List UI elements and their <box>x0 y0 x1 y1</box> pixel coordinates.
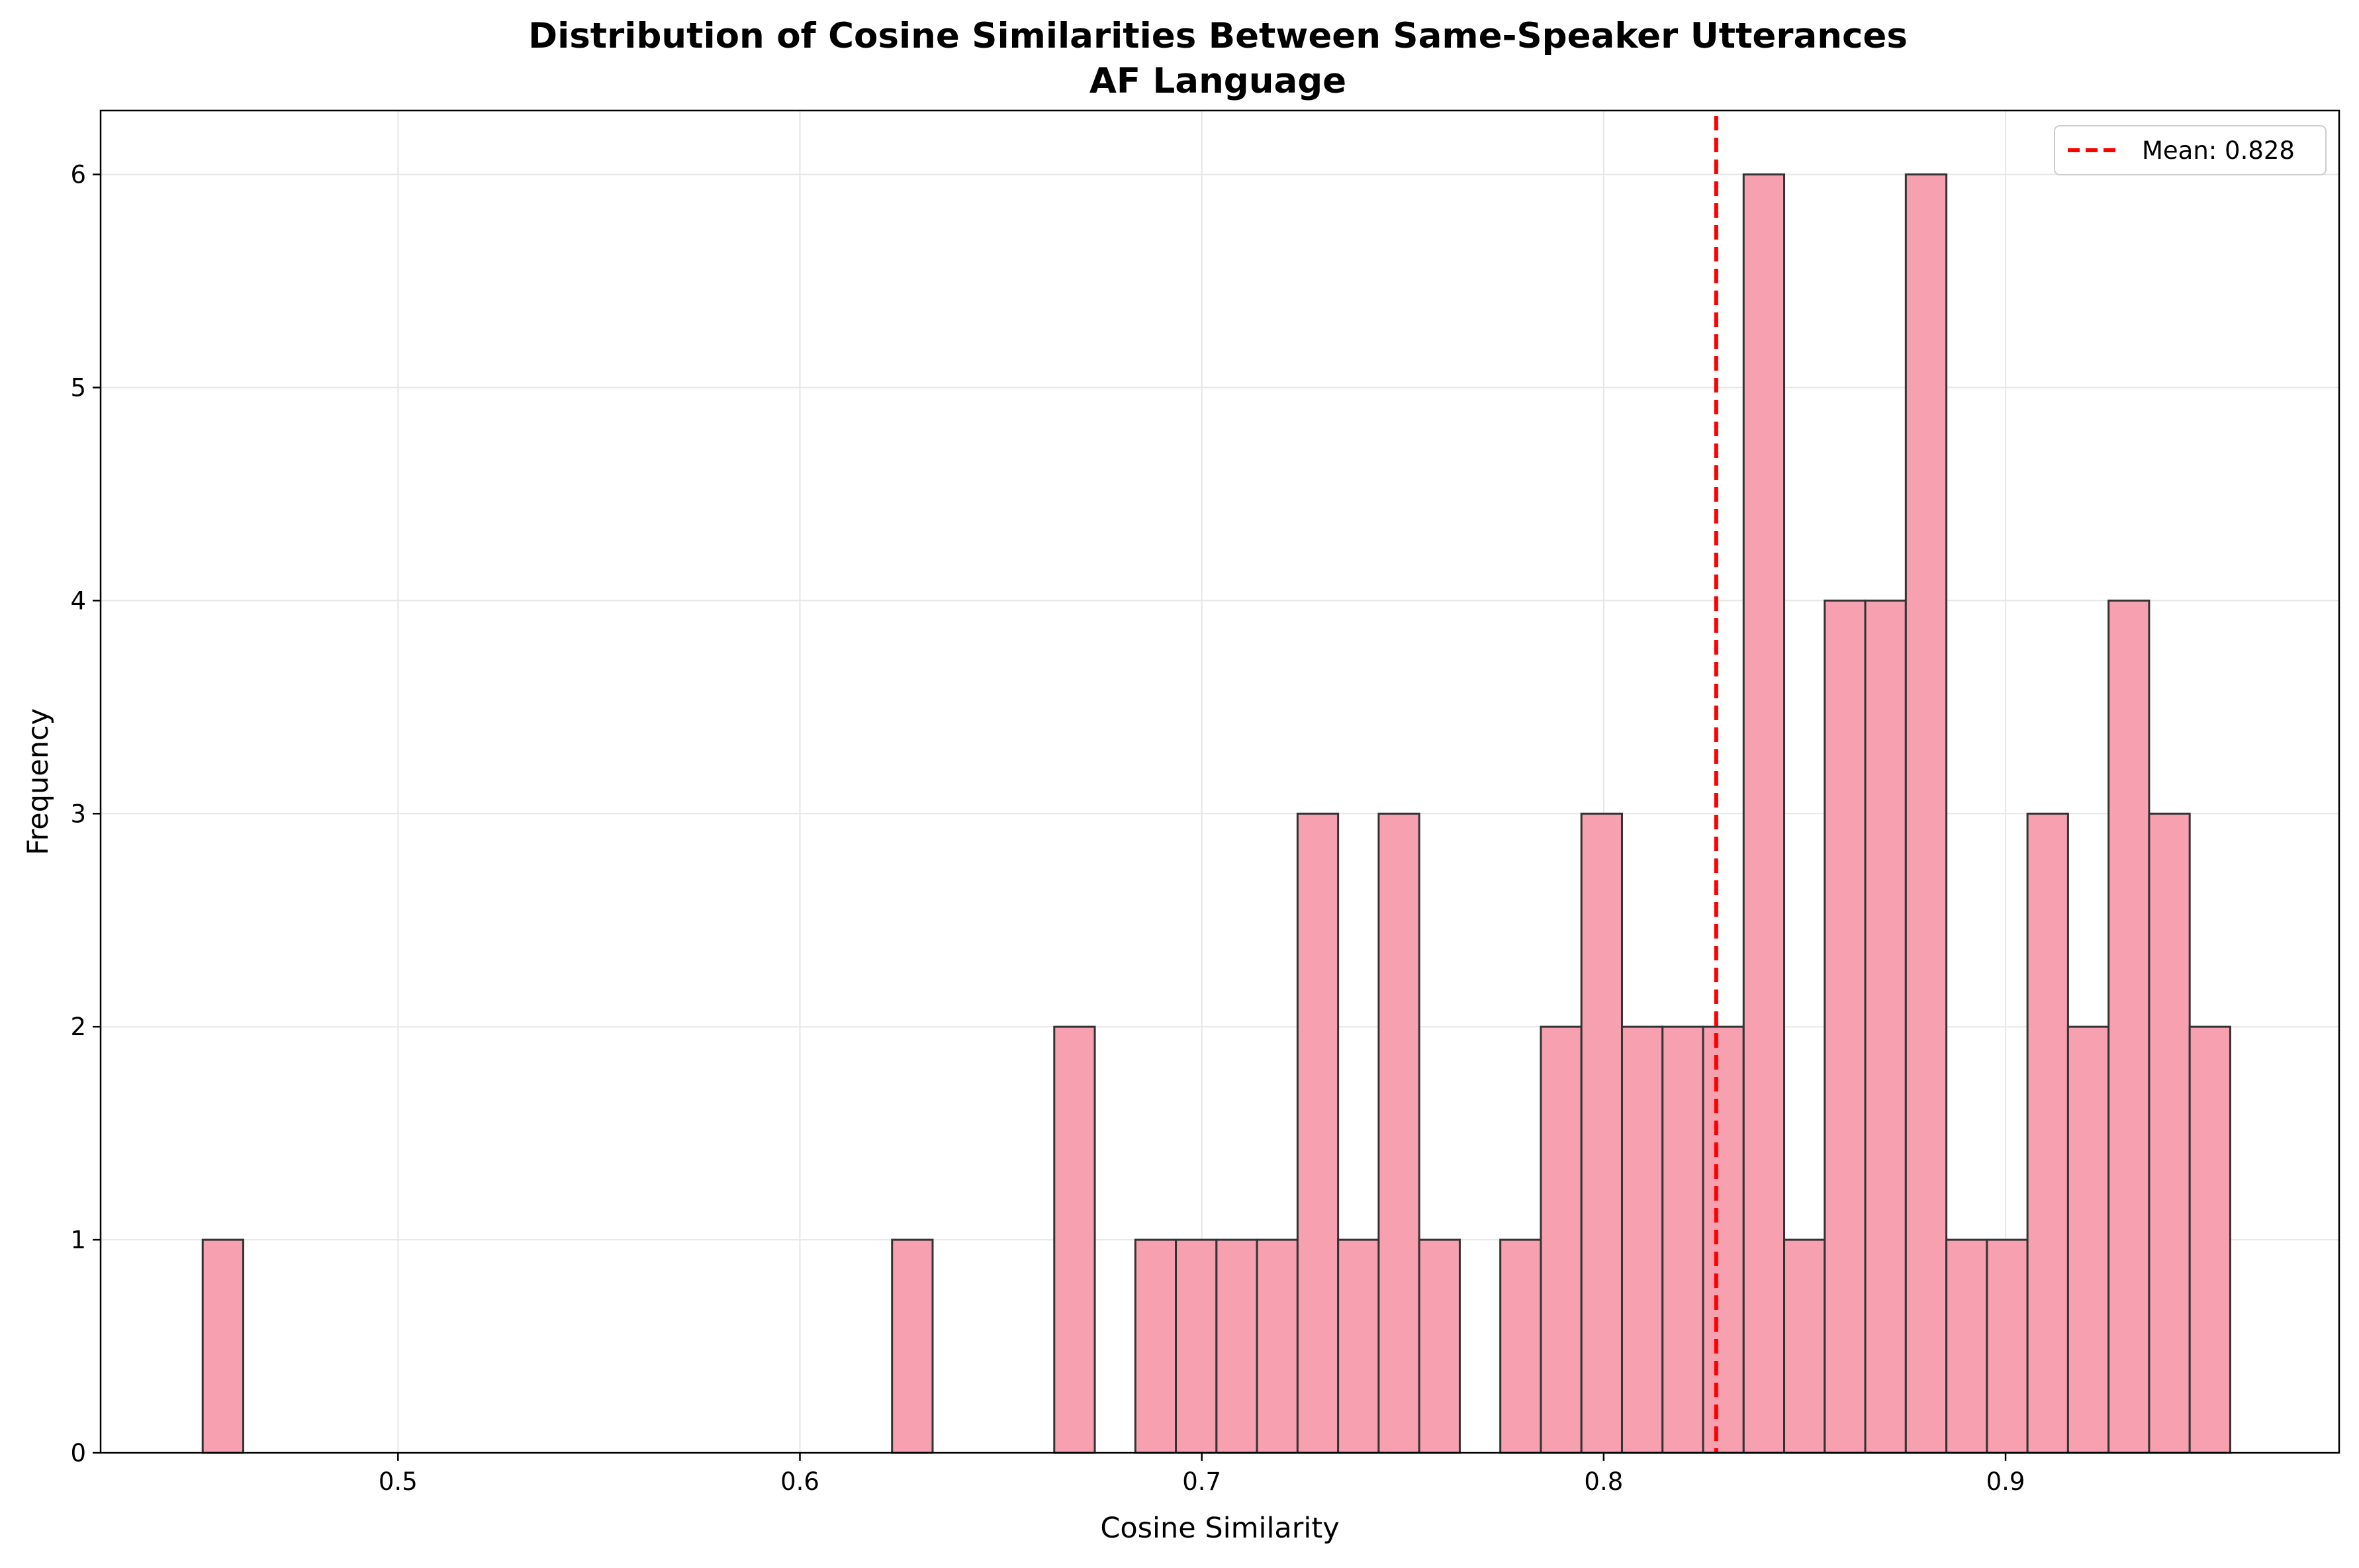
y-tick-label: 0 <box>70 1439 86 1467</box>
legend: Mean: 0.828 <box>2054 125 2327 175</box>
x-tick-label: 0.7 <box>1182 1467 1221 1496</box>
x-ticks: 0.5 0.6 0.7 0.8 0.9 <box>379 1453 2025 1496</box>
x-tick-label: 0.8 <box>1584 1467 1623 1496</box>
histogram-bar <box>1945 1238 1988 1454</box>
histogram-bar <box>1256 1238 1299 1454</box>
histogram-bar <box>1215 1238 1258 1454</box>
histogram-bar <box>2188 1025 2231 1454</box>
histogram-bar <box>2148 812 2191 1454</box>
histogram-bar <box>1175 1238 1218 1454</box>
histogram-bar <box>1337 1238 1380 1454</box>
histogram-bar <box>1580 812 1623 1454</box>
histogram-bar <box>1499 1238 1542 1454</box>
histogram-bar <box>1661 1025 1704 1454</box>
histogram-bar <box>2066 1025 2110 1454</box>
x-tick-label: 0.9 <box>1986 1467 2025 1496</box>
plot-frame <box>99 109 2340 1454</box>
histogram-bar <box>1702 1025 1745 1454</box>
y-axis-label: Frequency <box>22 708 55 855</box>
chart-title: Distribution of Cosine Similarities Betw… <box>528 16 1908 56</box>
histogram-bar <box>1986 1238 2029 1454</box>
histogram-bar <box>1053 1025 1096 1454</box>
x-tick-label: 0.6 <box>780 1467 819 1496</box>
y-tick-label: 5 <box>70 373 86 402</box>
y-tick-label: 4 <box>70 586 86 615</box>
legend-mean-label: Mean: 0.828 <box>2142 136 2295 165</box>
histogram-bar <box>2026 812 2069 1454</box>
chart-subtitle: AF Language <box>1089 61 1346 101</box>
histogram-bar <box>1742 173 1786 1454</box>
histogram-bar <box>1540 1025 1583 1454</box>
x-axis-label: Cosine Similarity <box>1100 1512 1339 1545</box>
histogram-bar <box>1377 812 1420 1454</box>
histogram-bar <box>1824 599 1867 1454</box>
histogram-bar <box>1418 1238 1461 1454</box>
y-tick-label: 1 <box>70 1226 86 1254</box>
histogram-bar <box>1296 812 1340 1454</box>
histogram-bar <box>201 1238 244 1454</box>
histogram-bar <box>1904 173 1948 1454</box>
legend-box <box>2054 125 2327 175</box>
histogram-bar <box>1620 1025 1664 1454</box>
histogram-bar <box>891 1238 934 1454</box>
histogram-bar <box>2107 599 2151 1454</box>
y-tick-label: 2 <box>70 1013 86 1041</box>
y-tick-label: 6 <box>70 161 86 189</box>
histogram-bar <box>1134 1238 1178 1454</box>
y-ticks: 0 1 2 3 4 5 6 <box>70 161 101 1467</box>
x-tick-label: 0.5 <box>379 1467 418 1496</box>
histogram-bar <box>1864 599 1907 1454</box>
histogram-bar <box>1783 1238 1826 1454</box>
y-tick-label: 3 <box>70 800 86 828</box>
